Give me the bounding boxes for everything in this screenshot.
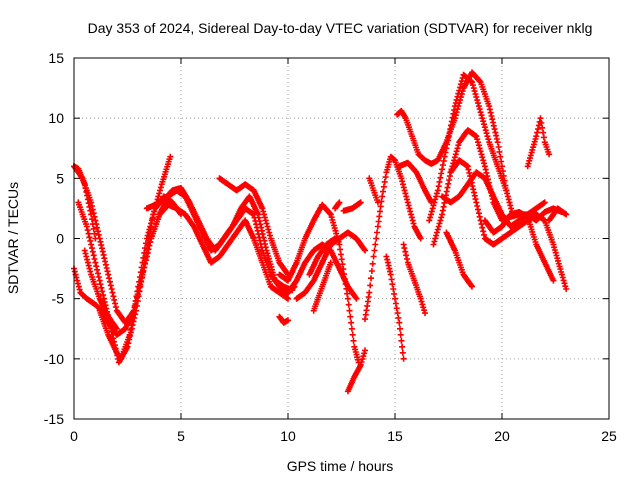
data-series-trace-13: [306, 235, 339, 278]
data-series-trace-19: [366, 175, 381, 206]
y-tick-label: -5: [52, 291, 65, 307]
data-series-trace-8: [216, 175, 291, 278]
data-series-trace-23: [400, 241, 428, 317]
y-tick-label: -15: [44, 411, 64, 427]
data-series-trace-9: [276, 313, 291, 326]
data-series-trace-26: [439, 169, 548, 230]
data-series-trace-7: [143, 185, 296, 294]
data-series-trace-18: [362, 153, 424, 323]
data-series-trace-10: [276, 201, 362, 366]
data-series-trace-21: [394, 69, 516, 218]
y-axis-label: SDTVAR / TECUs: [5, 182, 21, 294]
data-series-trace-15: [332, 199, 343, 212]
y-tick-label: -10: [44, 351, 64, 367]
data-series-trace-31: [546, 205, 570, 224]
data-layer: [71, 69, 570, 395]
y-tick-label: 0: [56, 231, 64, 247]
data-series-trace-16: [344, 347, 368, 395]
tick-layer: 0 5 10 15 20 25 -15 -10 -5 0 5 10 15: [44, 50, 617, 444]
x-axis-label: GPS time / hours: [287, 458, 394, 474]
y-tick-label: 15: [48, 50, 64, 66]
x-tick-label: 25: [601, 428, 617, 444]
data-series-trace-20: [383, 253, 407, 362]
y-tick-label: 5: [56, 170, 64, 186]
chart-title: Day 353 of 2024, Sidereal Day-to-day VTE…: [88, 20, 593, 36]
x-tick-label: 10: [280, 428, 296, 444]
x-tick-label: 5: [177, 428, 185, 444]
data-series-trace-14: [310, 259, 334, 314]
y-tick-label: 10: [48, 110, 64, 126]
data-series-trace-17: [340, 199, 364, 214]
data-series-trace-30: [524, 115, 553, 170]
data-series-trace-5: [81, 247, 120, 332]
x-tick-label: 15: [387, 428, 403, 444]
data-series-trace-22: [396, 159, 435, 206]
data-series-trace-29: [481, 209, 557, 284]
x-tick-label: 20: [494, 428, 510, 444]
data-series-trace-27: [443, 229, 475, 290]
data-series-trace-24: [426, 71, 510, 224]
x-tick-label: 0: [70, 428, 78, 444]
